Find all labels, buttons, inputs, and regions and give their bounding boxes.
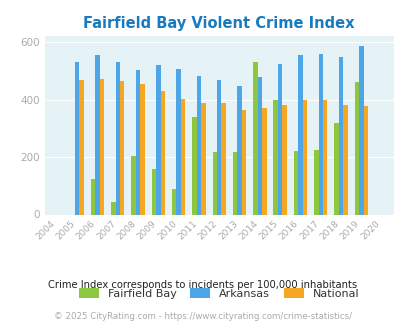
Bar — [131, 156, 135, 214]
Bar — [241, 110, 245, 214]
Bar — [120, 81, 124, 214]
Title: Fairfield Bay Violent Crime Index: Fairfield Bay Violent Crime Index — [83, 16, 354, 31]
Bar — [75, 62, 79, 214]
Bar — [237, 86, 241, 214]
Bar — [313, 150, 318, 214]
Bar — [216, 80, 221, 214]
Bar — [358, 46, 363, 214]
Bar — [338, 57, 343, 214]
Bar — [135, 70, 140, 214]
Bar — [100, 80, 104, 214]
Bar — [172, 189, 176, 214]
Bar — [354, 82, 358, 214]
Bar — [363, 106, 367, 214]
Bar — [176, 69, 181, 214]
Bar — [342, 105, 347, 214]
Bar — [200, 103, 205, 214]
Bar — [322, 100, 326, 214]
Bar — [79, 80, 83, 214]
Bar — [140, 84, 144, 214]
Text: © 2025 CityRating.com - https://www.cityrating.com/crime-statistics/: © 2025 CityRating.com - https://www.city… — [54, 312, 351, 321]
Bar — [302, 100, 307, 214]
Text: Crime Index corresponds to incidents per 100,000 inhabitants: Crime Index corresponds to incidents per… — [48, 280, 357, 290]
Bar — [151, 169, 156, 214]
Bar — [95, 55, 100, 214]
Bar — [262, 108, 266, 214]
Legend: Fairfield Bay, Arkansas, National: Fairfield Bay, Arkansas, National — [79, 288, 358, 299]
Bar — [293, 151, 297, 214]
Bar — [277, 64, 282, 214]
Bar — [212, 152, 216, 214]
Bar — [115, 62, 120, 214]
Bar — [333, 123, 338, 214]
Bar — [181, 99, 185, 214]
Bar — [257, 77, 262, 215]
Bar — [273, 100, 277, 214]
Bar — [232, 152, 237, 214]
Bar — [252, 62, 257, 214]
Bar — [156, 65, 160, 214]
Bar — [318, 54, 322, 214]
Bar — [160, 91, 164, 214]
Bar — [298, 55, 302, 214]
Bar — [196, 76, 201, 214]
Bar — [282, 105, 286, 214]
Bar — [111, 202, 115, 214]
Bar — [221, 103, 225, 214]
Bar — [91, 179, 95, 214]
Bar — [192, 117, 196, 214]
